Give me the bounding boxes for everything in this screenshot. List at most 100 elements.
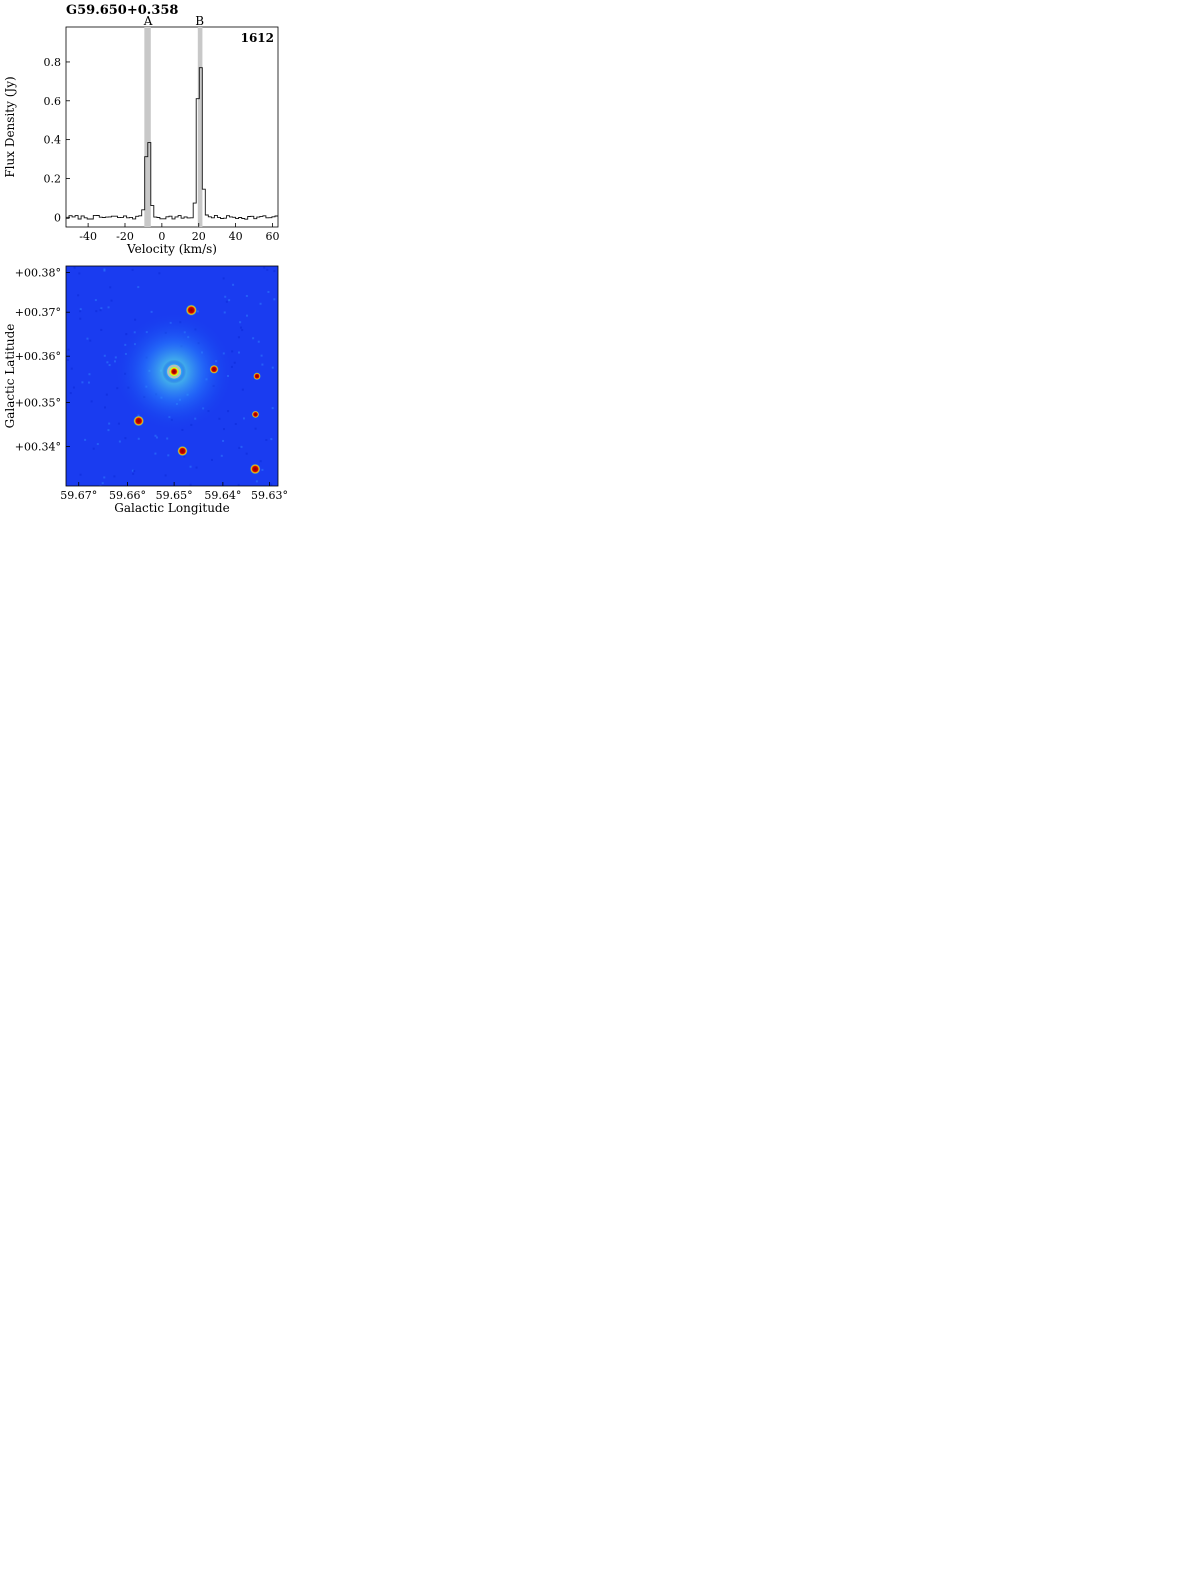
image-noise	[265, 439, 268, 442]
image-noise	[254, 427, 257, 430]
image-noise	[88, 373, 91, 376]
image-frame	[65, 265, 279, 487]
image-noise	[78, 272, 81, 275]
image-noise	[77, 294, 80, 297]
image-noise	[107, 306, 110, 309]
position-marker-circle	[167, 364, 182, 379]
image-noise	[103, 476, 106, 479]
spectrum-line	[66, 67, 278, 220]
image-noise	[252, 337, 255, 340]
image-noise	[232, 283, 235, 286]
spectrum-panel: -40 -20 0 20 40 60 0 0.2 0.4 0.6 0.8 A B 1612 Velocity…	[3, 14, 279, 256]
image-noise	[158, 272, 161, 275]
image-noise	[196, 310, 199, 313]
y-tick-label: +00.37°	[15, 306, 61, 319]
image-noise	[238, 446, 241, 449]
image-noise	[183, 455, 186, 458]
image-noise	[103, 268, 106, 271]
image-noise	[103, 354, 106, 357]
x-tick-label: 40	[229, 230, 243, 243]
image-noise	[166, 437, 169, 440]
field-star	[185, 304, 197, 316]
transition-label: 1612	[241, 31, 274, 45]
image-noise	[100, 328, 103, 331]
image-noise	[245, 314, 248, 317]
image-noise	[131, 268, 134, 271]
image-noise	[69, 392, 72, 395]
image-noise	[255, 480, 258, 483]
image-noise	[270, 438, 273, 441]
image-noise	[245, 294, 248, 297]
image-noise	[99, 309, 102, 312]
image-noise	[231, 350, 234, 353]
image-noise	[261, 363, 264, 366]
image-noise	[233, 361, 236, 364]
x-tick-label: 60	[265, 230, 279, 243]
image-noise	[81, 381, 84, 384]
image-noise	[218, 417, 221, 420]
field-star	[253, 372, 261, 381]
image-noise	[96, 443, 99, 446]
source-title: G59.650+0.358	[66, 3, 178, 18]
image-noise	[134, 318, 137, 321]
image-noise	[241, 329, 244, 332]
image-noise	[237, 351, 240, 354]
image-noise	[108, 422, 111, 425]
image-noise	[222, 439, 225, 442]
y-axis-label: Galactic Latitude	[3, 324, 17, 429]
y-tick-label: 0.2	[44, 172, 62, 185]
image-noise	[167, 454, 170, 457]
image-noise	[67, 348, 70, 351]
image-noise	[189, 465, 192, 468]
image-noise	[87, 381, 90, 384]
image-noise	[259, 460, 262, 463]
image-noise	[79, 317, 82, 320]
field-star	[251, 410, 260, 419]
image-noise	[257, 340, 260, 343]
image-noise	[234, 422, 237, 425]
x-tick-label: 59.64°	[204, 489, 241, 502]
y-tick-label: 0.8	[44, 56, 62, 69]
y-tick-label: +00.38°	[15, 267, 61, 280]
image-noise	[225, 300, 228, 303]
image-noise	[131, 469, 134, 472]
field-star	[177, 445, 188, 457]
image-noise	[137, 437, 140, 440]
image-noise	[114, 356, 117, 359]
field-star	[209, 364, 219, 374]
sky-image-panel: 59.67° 59.66° 59.65° 59.64° 59.63° +00.34° +00…	[3, 265, 288, 515]
image-noise	[101, 482, 104, 485]
x-tick-label: 20	[192, 230, 206, 243]
image-noise	[66, 359, 69, 362]
image-noise	[211, 458, 214, 461]
image-noise	[79, 308, 82, 311]
field-star	[133, 415, 145, 427]
x-tick-label: 0	[158, 230, 165, 243]
image-noise	[132, 472, 135, 475]
velocity-band	[197, 27, 203, 227]
x-tick-label: -20	[116, 230, 134, 243]
image-noise	[103, 269, 106, 272]
x-tick-label: 59.63°	[251, 489, 288, 502]
image-noise	[241, 388, 244, 391]
image-noise	[260, 354, 263, 357]
x-tick-label: -40	[79, 230, 97, 243]
source-core	[162, 359, 187, 384]
x-tick-label: 59.65°	[156, 489, 193, 502]
image-noise	[113, 475, 116, 478]
image-noise	[117, 422, 120, 425]
image-noise	[113, 360, 116, 363]
y-tick-label: +00.36°	[15, 350, 61, 363]
image-noise	[227, 410, 230, 413]
image-noise	[259, 302, 262, 305]
image-noise	[100, 307, 103, 310]
image-noise	[189, 483, 192, 486]
image-noise	[223, 311, 226, 314]
image-noise	[133, 470, 136, 473]
image-noise	[267, 290, 270, 293]
image-noise	[237, 336, 240, 339]
image-noise	[261, 468, 264, 471]
image-noise	[72, 386, 75, 389]
image-noise	[224, 295, 227, 298]
